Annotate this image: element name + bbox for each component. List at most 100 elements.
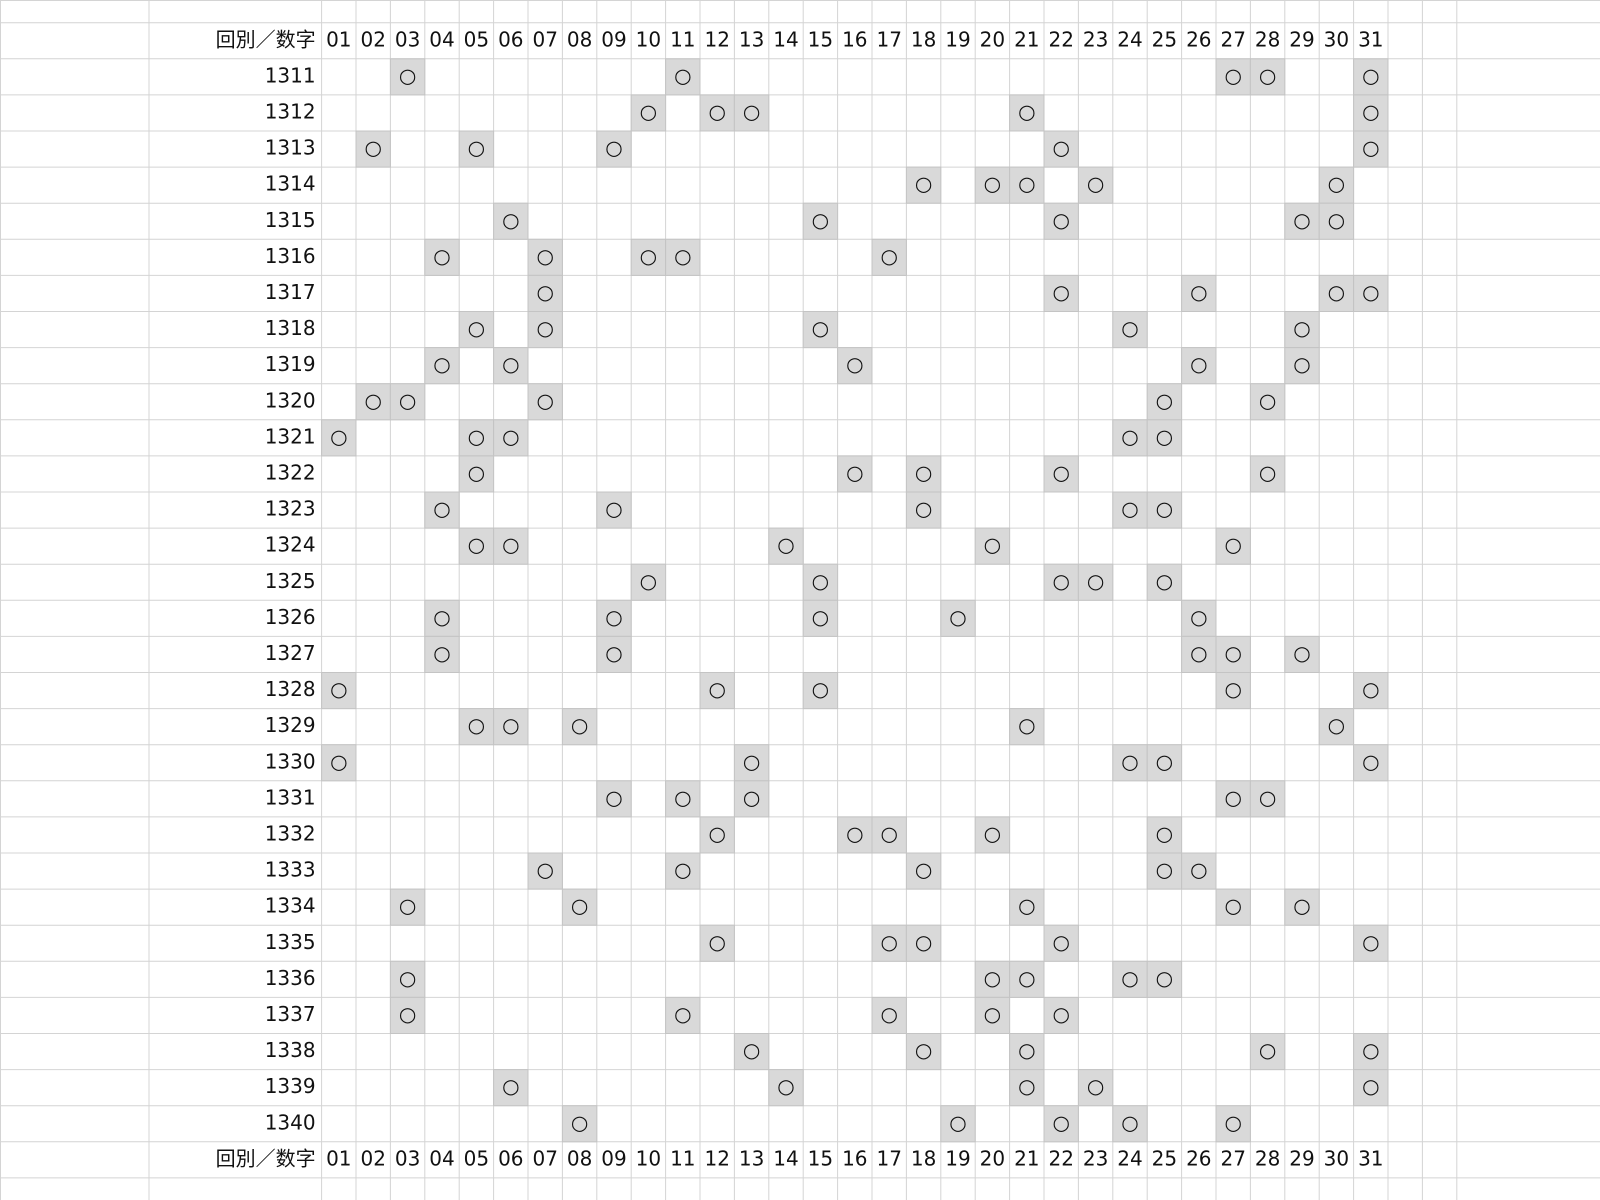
mark: ○ (915, 930, 932, 954)
marked-cell (596, 599, 632, 637)
marked-cell (630, 94, 667, 132)
column-header: 06 (498, 27, 523, 51)
marked-cell (1318, 202, 1355, 240)
mark: ○ (468, 316, 485, 340)
column-header: 21 (1014, 27, 1039, 51)
column-header: 24 (1117, 27, 1142, 51)
column-header: 19 (945, 1146, 970, 1170)
mark: ○ (1362, 677, 1379, 701)
row-label: 1330 (265, 749, 316, 773)
marked-cell (561, 1105, 598, 1143)
column-header: 20 (980, 1146, 1005, 1170)
marked-cell (1043, 996, 1079, 1035)
mark: ○ (1362, 749, 1379, 773)
column-header: 07 (532, 1146, 557, 1170)
mark: ○ (743, 785, 760, 809)
column-header: 08 (567, 27, 592, 51)
marked-cell (905, 852, 942, 890)
mark: ○ (1087, 1074, 1104, 1098)
mark: ○ (1156, 497, 1173, 521)
mark: ○ (433, 352, 450, 376)
mark: ○ (1328, 208, 1345, 232)
mark: ○ (1224, 785, 1241, 809)
row-label: 1334 (265, 894, 316, 918)
marked-cell (493, 1069, 529, 1107)
marked-cell (493, 708, 529, 746)
row-label: 1321 (265, 424, 316, 448)
marked-cell (699, 672, 735, 710)
mark: ○ (915, 1038, 932, 1062)
mark: ○ (1156, 424, 1173, 448)
marked-cell (458, 708, 495, 746)
mark: ○ (1190, 641, 1207, 665)
marked-cell (1249, 58, 1286, 96)
mark: ○ (468, 713, 485, 737)
marked-cell (596, 780, 632, 818)
mark: ○ (984, 821, 1001, 845)
mark: ○ (1293, 208, 1310, 232)
marked-cell (493, 202, 529, 240)
marked-cell (1284, 311, 1320, 349)
marked-cell (1009, 888, 1045, 926)
column-header: 23 (1083, 27, 1108, 51)
marked-cell (905, 166, 942, 204)
column-header: 28 (1255, 27, 1280, 51)
marked-cell (527, 852, 563, 890)
marked-cell (665, 780, 701, 818)
marked-cell (699, 94, 735, 132)
mark: ○ (1224, 533, 1241, 557)
marked-cell (733, 744, 770, 782)
column-header: 25 (1152, 27, 1177, 51)
marked-cell (389, 58, 426, 96)
mark: ○ (640, 99, 657, 123)
mark: ○ (1190, 858, 1207, 882)
marked-cell (596, 635, 632, 674)
marked-cell (1215, 635, 1251, 674)
mark: ○ (743, 749, 760, 773)
row-label: 1331 (265, 785, 316, 809)
column-header: 29 (1289, 27, 1314, 51)
column-header: 21 (1014, 1146, 1039, 1170)
mark: ○ (468, 533, 485, 557)
marked-cell (1249, 1033, 1286, 1071)
marked-cell (871, 816, 907, 854)
marked-cell (1043, 1105, 1079, 1143)
mark: ○ (1018, 1038, 1035, 1062)
marked-cell (527, 311, 563, 349)
row-label: 1328 (265, 677, 316, 701)
mark: ○ (1259, 1038, 1276, 1062)
row-label: 1339 (265, 1074, 316, 1098)
row-label: 1327 (265, 641, 316, 665)
column-header: 31 (1358, 27, 1383, 51)
column-header: 18 (911, 27, 936, 51)
row-label: 1338 (265, 1038, 316, 1062)
row-label: 1312 (265, 99, 316, 123)
row-header-label: 回別／数字 (216, 1146, 316, 1170)
mark: ○ (1156, 858, 1173, 882)
mark: ○ (1018, 99, 1035, 123)
mark: ○ (880, 821, 897, 845)
mark: ○ (674, 785, 691, 809)
mark: ○ (1362, 280, 1379, 304)
mark: ○ (502, 533, 519, 557)
mark: ○ (605, 785, 622, 809)
mark: ○ (708, 99, 725, 123)
mark: ○ (1052, 1110, 1069, 1134)
mark: ○ (364, 136, 381, 160)
mark: ○ (1156, 569, 1173, 593)
mark: ○ (1121, 966, 1138, 990)
mark: ○ (1052, 930, 1069, 954)
mark: ○ (1259, 388, 1276, 412)
mark: ○ (743, 1038, 760, 1062)
column-header: 29 (1289, 1146, 1314, 1170)
mark: ○ (536, 316, 553, 340)
mark: ○ (708, 821, 725, 845)
mark: ○ (605, 641, 622, 665)
marked-cell (1249, 780, 1286, 818)
marked-cell (1077, 166, 1114, 204)
row-label: 1314 (265, 172, 316, 196)
mark: ○ (812, 208, 829, 232)
row-label: 1332 (265, 821, 316, 845)
column-header: 24 (1117, 1146, 1142, 1170)
marked-cell (940, 599, 976, 637)
